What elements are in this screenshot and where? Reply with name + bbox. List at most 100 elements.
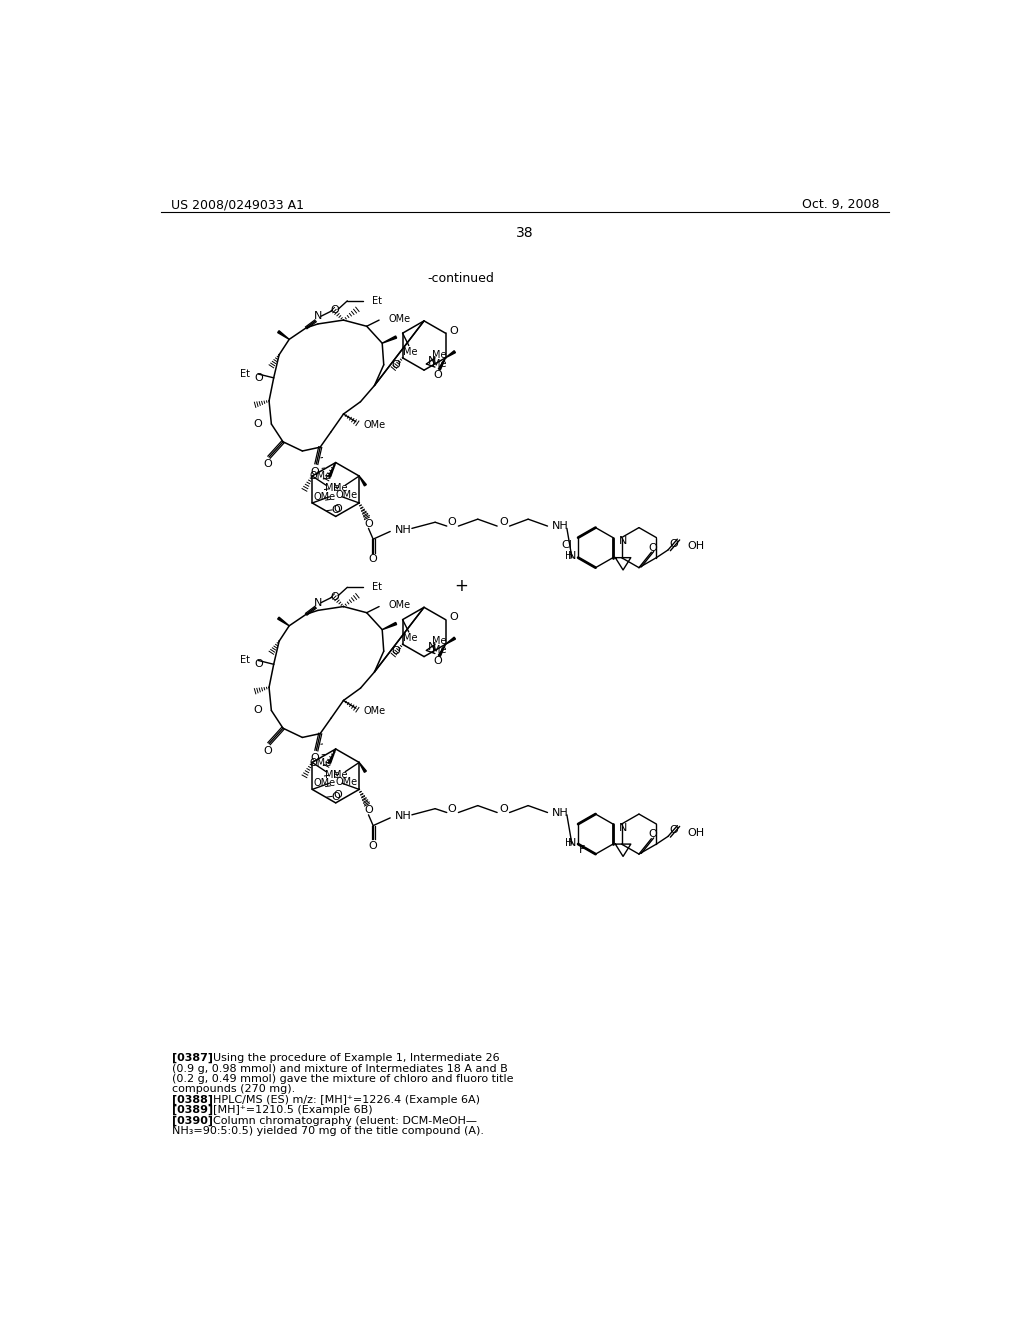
Polygon shape <box>445 351 456 358</box>
Text: O: O <box>450 326 458 335</box>
Text: OMe: OMe <box>313 779 336 788</box>
Polygon shape <box>438 358 445 370</box>
Text: O: O <box>450 612 458 622</box>
Text: NH: NH <box>551 521 568 531</box>
Text: O: O <box>254 659 263 669</box>
Text: Me: Me <box>403 634 418 643</box>
Polygon shape <box>278 618 289 626</box>
Text: OMe: OMe <box>309 758 331 768</box>
Text: O: O <box>332 506 340 515</box>
Text: HPLC/MS (ES) m/z: [MH]⁺=1226.4 (Example 6A): HPLC/MS (ES) m/z: [MH]⁺=1226.4 (Example … <box>213 1094 480 1105</box>
Text: NH: NH <box>395 525 412 535</box>
Text: Et: Et <box>241 656 251 665</box>
Text: O: O <box>263 746 272 755</box>
Text: [0389]: [0389] <box>172 1105 213 1115</box>
Text: OH: OH <box>687 828 705 837</box>
Text: O: O <box>253 705 262 715</box>
Polygon shape <box>445 638 456 644</box>
Text: Column chromatography (eluent: DCM-MeOH—: Column chromatography (eluent: DCM-MeOH— <box>213 1115 477 1126</box>
Text: Me: Me <box>325 483 340 494</box>
Text: O: O <box>331 591 339 602</box>
Text: Me: Me <box>403 347 418 356</box>
Text: O: O <box>369 841 378 850</box>
Text: Using the procedure of Example 1, Intermediate 26: Using the procedure of Example 1, Interm… <box>213 1053 500 1063</box>
Text: O: O <box>670 825 679 836</box>
Text: OMe: OMe <box>336 776 357 787</box>
Text: O: O <box>670 539 679 549</box>
Text: O: O <box>310 467 319 477</box>
Text: OMe: OMe <box>388 314 411 323</box>
Text: N: N <box>428 643 436 652</box>
Text: O: O <box>254 372 263 383</box>
Text: [0387]: [0387] <box>172 1053 213 1064</box>
Text: NH₃=90:5:0.5) yielded 70 mg of the title compound (A).: NH₃=90:5:0.5) yielded 70 mg of the title… <box>172 1126 484 1137</box>
Text: -continued: -continued <box>428 272 495 285</box>
Text: Me: Me <box>432 359 446 370</box>
Text: N: N <box>618 822 628 833</box>
Text: O: O <box>447 804 457 813</box>
Text: O: O <box>310 754 319 763</box>
Text: N: N <box>313 598 323 607</box>
Text: Me: Me <box>325 770 340 780</box>
Text: NH: NH <box>395 812 412 821</box>
Text: O: O <box>333 504 342 513</box>
Text: Me: Me <box>432 636 446 647</box>
Text: O: O <box>365 805 373 816</box>
Text: O: O <box>433 370 442 380</box>
Polygon shape <box>438 644 445 656</box>
Text: H: H <box>564 552 572 561</box>
Text: O: O <box>332 792 340 801</box>
Text: O: O <box>331 305 339 315</box>
Text: F: F <box>579 845 585 855</box>
Text: O: O <box>499 517 508 527</box>
Text: O: O <box>447 517 457 527</box>
Text: OMe: OMe <box>336 490 357 500</box>
Text: O: O <box>365 519 373 529</box>
Text: N: N <box>618 536 628 546</box>
Text: Et: Et <box>241 370 251 379</box>
Text: N: N <box>313 312 323 321</box>
Polygon shape <box>382 337 396 343</box>
Polygon shape <box>375 607 424 672</box>
Text: Me: Me <box>334 483 348 494</box>
Polygon shape <box>375 321 424 385</box>
Text: Et: Et <box>372 582 382 593</box>
Text: [MH]⁺=1210.5 (Example 6B): [MH]⁺=1210.5 (Example 6B) <box>213 1105 373 1115</box>
Text: O: O <box>369 554 378 564</box>
Text: N: N <box>568 552 577 561</box>
Text: Me: Me <box>432 645 446 656</box>
Polygon shape <box>382 623 396 630</box>
Polygon shape <box>359 477 367 486</box>
Text: O: O <box>433 656 442 667</box>
Text: H: H <box>564 838 572 847</box>
Text: O: O <box>648 543 657 553</box>
Text: OMe: OMe <box>313 492 336 502</box>
Text: OMe: OMe <box>388 601 411 610</box>
Text: (0.9 g, 0.98 mmol) and mixture of Intermediates 18 A and B: (0.9 g, 0.98 mmol) and mixture of Interm… <box>172 1064 508 1073</box>
Text: OMe: OMe <box>364 706 386 717</box>
Text: N: N <box>568 838 577 847</box>
Text: O: O <box>391 647 400 656</box>
Polygon shape <box>329 462 336 477</box>
Polygon shape <box>329 748 336 763</box>
Text: O: O <box>333 791 342 800</box>
Text: compounds (270 mg).: compounds (270 mg). <box>172 1084 296 1094</box>
Polygon shape <box>278 331 289 339</box>
Text: Cl: Cl <box>562 540 572 550</box>
Text: US 2008/0249033 A1: US 2008/0249033 A1 <box>171 198 304 211</box>
Text: O: O <box>648 829 657 840</box>
Text: Oct. 9, 2008: Oct. 9, 2008 <box>802 198 880 211</box>
Text: NH: NH <box>551 808 568 817</box>
Text: [0390]: [0390] <box>172 1115 213 1126</box>
Text: (0.2 g, 0.49 mmol) gave the mixture of chloro and fluoro title: (0.2 g, 0.49 mmol) gave the mixture of c… <box>172 1074 514 1084</box>
Text: O: O <box>499 804 508 813</box>
Text: OH: OH <box>687 541 705 550</box>
Text: N: N <box>428 356 436 366</box>
Text: OMe: OMe <box>309 471 331 482</box>
Polygon shape <box>359 763 367 772</box>
Text: 38: 38 <box>516 226 534 240</box>
Text: O: O <box>391 360 400 370</box>
Text: Me: Me <box>432 350 446 360</box>
Text: [0388]: [0388] <box>172 1094 213 1105</box>
Text: +: + <box>455 577 468 595</box>
